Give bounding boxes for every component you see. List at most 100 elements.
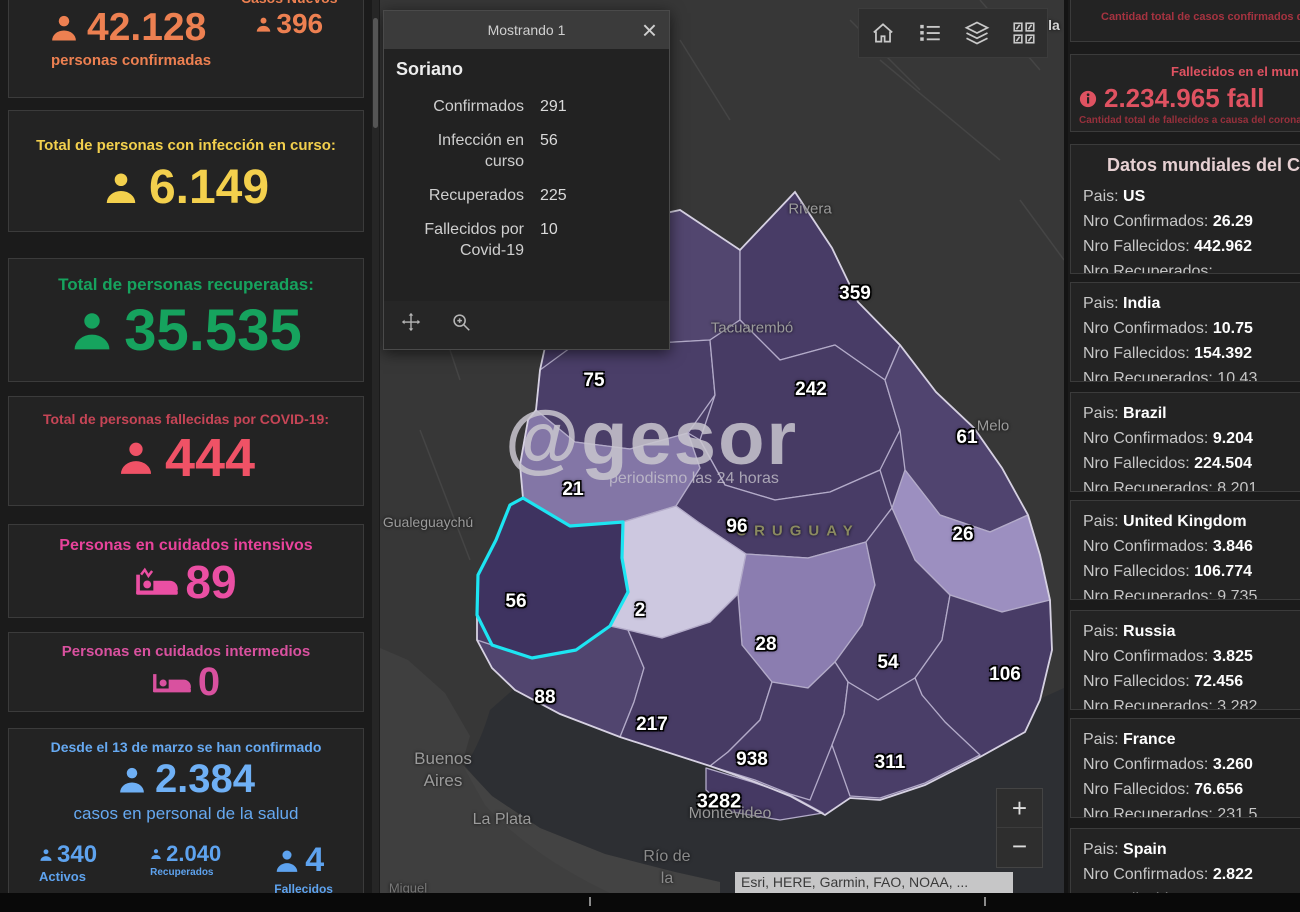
confirmed-field-label: Nro Confirmados: <box>1083 430 1209 447</box>
health-active-value: 340 <box>57 841 98 868</box>
icu-label: Personas en cuidados intensivos <box>59 537 313 554</box>
bottom-bar-tick <box>984 897 986 906</box>
region-count: 75 <box>583 370 605 391</box>
panel-confirmed: 42.128 personas confirmadas Casos Nuevos… <box>8 0 364 98</box>
zoom-to-feature-button[interactable] <box>450 311 472 338</box>
panel-country-uk: Pais: United Kingdom Nro Confirmados: 3.… <box>1070 500 1300 600</box>
country-name: United Kingdom <box>1123 513 1247 530</box>
country-confirmed: 9.204 <box>1212 430 1253 447</box>
confirmed-field-label: Nro Confirmados: <box>1083 213 1209 230</box>
health-deaths-value: 4 <box>305 841 325 879</box>
country-name: Spain <box>1123 841 1167 858</box>
recovered-field-label: Nro Recuperados: <box>1083 370 1213 382</box>
column-divider <box>1064 0 1068 893</box>
popup-row-label: Infección en curso <box>437 132 524 170</box>
country-deaths: 224.504 <box>1194 455 1252 472</box>
pan-to-feature-button[interactable] <box>400 311 422 338</box>
left-stats-column: 42.128 personas confirmadas Casos Nuevos… <box>0 0 380 893</box>
panel-in-course: Total de personas con infección en curso… <box>8 110 364 232</box>
home-icon <box>872 23 893 43</box>
region-count: 21 <box>562 479 584 500</box>
watermark: @gesor periodismo las 24 horas <box>505 395 798 488</box>
region-count: 96 <box>726 516 748 537</box>
country-field-label: Pais: <box>1083 623 1119 640</box>
country-field-label: Pais: <box>1083 188 1119 205</box>
country-deaths: 154.392 <box>1194 345 1252 362</box>
country-label-uruguay: URUGUAY <box>736 522 860 540</box>
region-count: 28 <box>755 634 777 655</box>
popup-row-label: Recuperados <box>428 187 524 204</box>
map-toolbar <box>858 8 1048 58</box>
health-value: 2.384 <box>154 757 256 801</box>
uruguay-choropleth-map <box>380 0 1064 893</box>
popup-row-value: 291 <box>540 98 567 115</box>
bottom-bar-tick <box>589 897 591 906</box>
deaths-field-label: Nro Fallecidos: <box>1083 238 1190 255</box>
confirmed-stat: 42.128 <box>49 6 206 50</box>
basemap-grid-icon <box>1012 22 1035 44</box>
popup-header[interactable]: Mostrando 1 × <box>384 11 669 49</box>
intermediate-stat: 0 <box>9 660 363 705</box>
region-count: 2 <box>634 600 646 621</box>
world-deaths-value: 2.234.965 fall <box>1104 83 1265 113</box>
selected-department-soriano[interactable] <box>475 496 630 660</box>
watermark-text: @gesor <box>505 396 799 481</box>
panel-intermediate: Personas en cuidados intermedios 0 <box>8 632 364 712</box>
country-field-label: Pais: <box>1083 841 1119 858</box>
person-icon <box>120 767 144 792</box>
region-count: 61 <box>956 427 978 448</box>
person-icon <box>120 442 151 474</box>
department-region[interactable] <box>831 677 981 799</box>
home-button[interactable] <box>863 13 903 53</box>
pan-icon <box>401 312 421 331</box>
right-stats-column: Cantidad total de casos confirmados de c… <box>1068 0 1300 893</box>
health-deaths-label: Fallecidos <box>274 882 333 893</box>
city-label-buenos-aires: Buenos Aires <box>414 749 472 790</box>
legend-button[interactable] <box>910 13 950 53</box>
popup-row-value: 225 <box>540 187 567 204</box>
health-active-stat: 340 Activos <box>39 841 97 893</box>
region-count: 359 <box>839 283 871 304</box>
edge-label: la <box>1048 17 1060 33</box>
left-scrollbar-track[interactable] <box>372 0 379 893</box>
country-field-label: Pais: <box>1083 405 1119 422</box>
close-icon[interactable]: × <box>641 15 657 45</box>
country-field-label: Pais: <box>1083 731 1119 748</box>
person-icon <box>106 172 136 203</box>
deaths-field-label: Nro Fallecidos: <box>1083 345 1190 362</box>
city-label-tacuarembo: Tacuarembó <box>710 319 794 337</box>
country-name: US <box>1123 188 1146 205</box>
intermediate-value: 0 <box>197 660 221 704</box>
watermark-subtext: periodismo las 24 horas <box>609 470 779 487</box>
recovered-stat: 35.535 <box>9 297 363 364</box>
left-scrollbar-handle[interactable] <box>373 18 378 128</box>
region-count: 54 <box>877 652 899 673</box>
zoom-out-button[interactable]: − <box>1011 831 1028 861</box>
person-icon <box>52 15 76 41</box>
health-deaths-stat: 4 Fallecidos <box>274 841 333 893</box>
bottom-bar <box>0 893 1300 912</box>
deaths-label: Total de personas fallecidas por COVID-1… <box>42 411 330 427</box>
country-name: France <box>1123 731 1176 748</box>
region-count: 88 <box>534 687 556 708</box>
popup-row: Recuperados 225 <box>396 185 657 206</box>
popup-footer <box>384 301 669 347</box>
country-deaths: 72.456 <box>1194 673 1244 690</box>
country-name: India <box>1123 295 1161 312</box>
legend-icon <box>919 24 940 41</box>
basemap-button[interactable] <box>1004 13 1044 53</box>
layers-button[interactable] <box>957 13 997 53</box>
popup-header-title: Mostrando 1 <box>487 22 566 38</box>
map-canvas[interactable]: @gesor periodismo las 24 horas 359 75 24… <box>380 0 1064 893</box>
region-count: 217 <box>636 714 668 735</box>
health-line1: Desde el 13 de marzo se han confirmado <box>50 739 322 755</box>
recovered-field-label: Nro Recuperados: <box>1083 698 1213 710</box>
uruguay-outline <box>476 190 1053 817</box>
zoom-in-button[interactable]: + <box>997 789 1042 828</box>
popup-row: Infección en curso 56 <box>396 130 657 172</box>
new-cases-stat: 396 <box>241 8 337 40</box>
city-label-rio-de-la: Río de la <box>643 848 691 887</box>
popup-row: Confirmados 291 <box>396 96 657 117</box>
bed-icon <box>152 673 191 692</box>
